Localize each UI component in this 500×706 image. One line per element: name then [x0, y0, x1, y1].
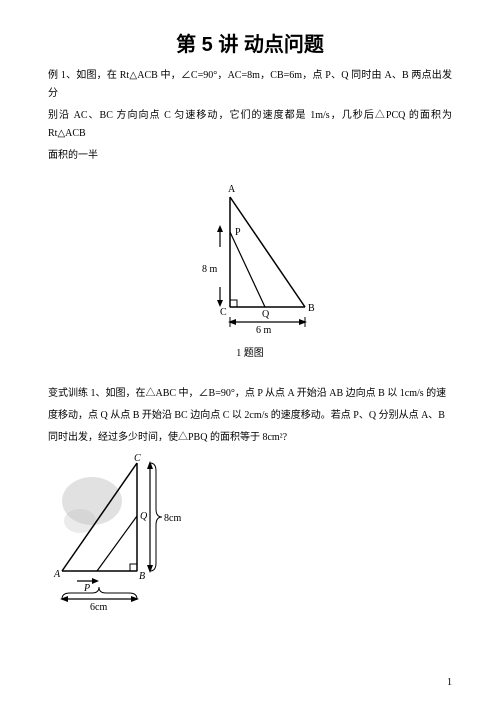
fig2-dim-horizontal: 6cm [90, 602, 107, 611]
fig1-dim-horizontal: 6 m [256, 325, 272, 336]
fig2-label-B: B [139, 571, 145, 582]
problem2-line2: 度移动，点 Q 从点 B 开始沿 BC 边向点 C 以 2cm/s 的速度移动。… [48, 407, 452, 425]
page-number: 1 [447, 677, 452, 688]
figure-1: 8 m 6 m A P C Q B 1 题图 [48, 177, 452, 359]
figure-2: P 8cm 6cm C Q A B [42, 451, 452, 616]
fig2-label-A: A [53, 569, 61, 580]
problem2-line1: 变式训练 1、如图，在△ABC 中，∠B=90°，点 P 从点 A 开始沿 AB… [48, 385, 452, 403]
fig2-label-P: P [83, 583, 90, 594]
fig2-dim-vertical: 8cm [164, 513, 181, 524]
problem2-line3: 同时出发，经过多少时间，使△PBQ 的面积等于 8cm²? [48, 429, 452, 447]
problem1-line1: 例 1、如图，在 Rt△ACB 中，∠C=90°，AC=8m，CB=6m，点 P… [48, 67, 452, 103]
fig2-label-C: C [134, 453, 141, 464]
fig1-label-P: P [235, 227, 241, 238]
fig2-label-Q: Q [140, 511, 148, 522]
figure1-caption: 1 题图 [48, 344, 452, 359]
fig1-dim-vertical: 8 m [202, 264, 218, 275]
fig1-label-Q: Q [262, 309, 270, 320]
fig1-label-A: A [228, 184, 236, 195]
problem1-line2: 别沿 AC、BC 方向向点 C 匀速移动，它们的速度都是 1m/s，几秒后△PC… [48, 107, 452, 143]
lecture-title: 第 5 讲 动点问题 [48, 28, 452, 57]
fig1-label-C: C [220, 307, 227, 318]
problem1-line3: 面积的一半 [48, 147, 452, 165]
fig1-label-B: B [308, 303, 315, 314]
